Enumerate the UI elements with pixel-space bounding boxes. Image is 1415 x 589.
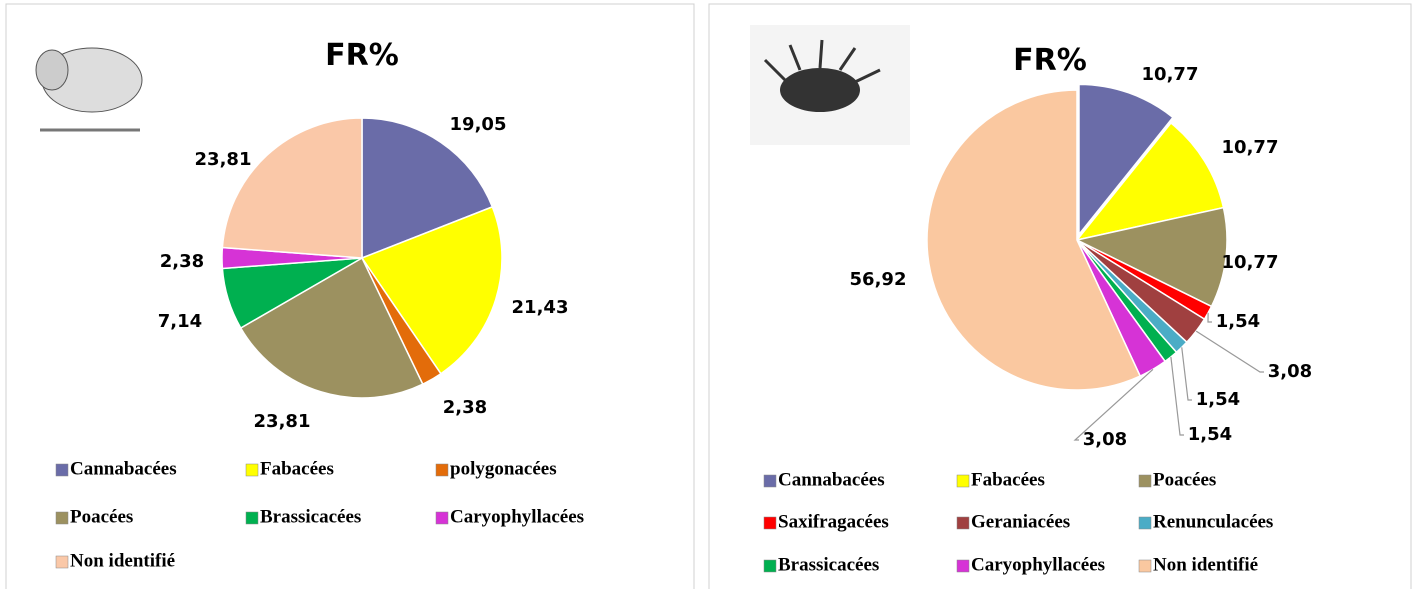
legend-swatch: [1138, 474, 1152, 488]
chart-title: FR%: [325, 38, 399, 73]
legend-swatch: [1138, 559, 1152, 573]
data-label: 3,08: [1083, 429, 1127, 450]
legend-label: Brassicacées: [778, 554, 879, 575]
legend-label: Poacées: [1153, 469, 1216, 490]
legend-label: Cannabacées: [70, 458, 177, 479]
boar-illustration: [35, 47, 143, 132]
legend-swatch: [245, 463, 259, 477]
data-label: 23,81: [254, 411, 311, 432]
legend-label: Non identifié: [1153, 554, 1258, 575]
data-label: 19,05: [450, 114, 507, 135]
pie-slice: [1075, 121, 1225, 242]
legend-swatch: [55, 511, 69, 525]
data-label: 21,43: [512, 297, 569, 318]
legend-label: Poacées: [70, 506, 133, 527]
pie-slice: [360, 205, 503, 375]
data-label: 23,81: [195, 149, 252, 170]
legend-label: Fabacées: [260, 458, 334, 479]
pie-slice: [1074, 206, 1228, 308]
legend-label: Brassicacées: [260, 506, 361, 527]
legend-swatch: [435, 463, 449, 477]
legend-swatch: [1138, 516, 1152, 530]
data-label: 1,54: [1216, 311, 1260, 332]
data-label: 56,92: [850, 269, 907, 290]
data-label: 1,54: [1196, 389, 1240, 410]
legend-swatch: [55, 555, 69, 569]
legend-label: Saxifragacées: [778, 511, 889, 532]
leader-line: [1207, 312, 1212, 323]
legend-label: Caryophyllacées: [450, 506, 584, 527]
pie-slice: [1078, 83, 1174, 237]
legend-swatch: [763, 516, 777, 530]
legend-swatch: [763, 559, 777, 573]
data-label: 10,77: [1222, 137, 1279, 158]
legend-label: Geraniacées: [971, 511, 1070, 532]
legend-label: Fabacées: [971, 469, 1045, 490]
legend-swatch: [956, 559, 970, 573]
legend-label: Renunculacées: [1153, 511, 1273, 532]
legend-label: Cannabacées: [778, 469, 885, 490]
legend-swatch: [55, 463, 69, 477]
legend-swatch: [763, 474, 777, 488]
legend-label: Caryophyllacées: [971, 554, 1105, 575]
pie-slice: [361, 117, 494, 260]
legend-label: polygonacées: [450, 458, 557, 479]
pie-slice: [926, 89, 1142, 391]
data-label: 10,77: [1222, 252, 1279, 273]
chart-title: FR%: [1013, 43, 1087, 78]
data-label: 2,38: [160, 251, 204, 272]
data-label: 2,38: [443, 397, 487, 418]
legend-swatch: [956, 516, 970, 530]
data-label: 1,54: [1188, 424, 1232, 445]
leader-line: [1170, 356, 1184, 436]
pie-slice: [239, 256, 424, 399]
porcupine-illustration: [750, 25, 910, 145]
data-label: 10,77: [1142, 64, 1199, 85]
leader-line: [1195, 330, 1264, 373]
data-label: 7,14: [158, 311, 202, 332]
legend-swatch: [245, 511, 259, 525]
legend-label: Non identifié: [70, 550, 175, 571]
leader-line: [1073, 368, 1154, 441]
leader-line: [1181, 347, 1192, 401]
data-label: 3,08: [1268, 361, 1312, 382]
legend-swatch: [956, 474, 970, 488]
pie-slice: [221, 117, 363, 259]
legend-swatch: [435, 511, 449, 525]
